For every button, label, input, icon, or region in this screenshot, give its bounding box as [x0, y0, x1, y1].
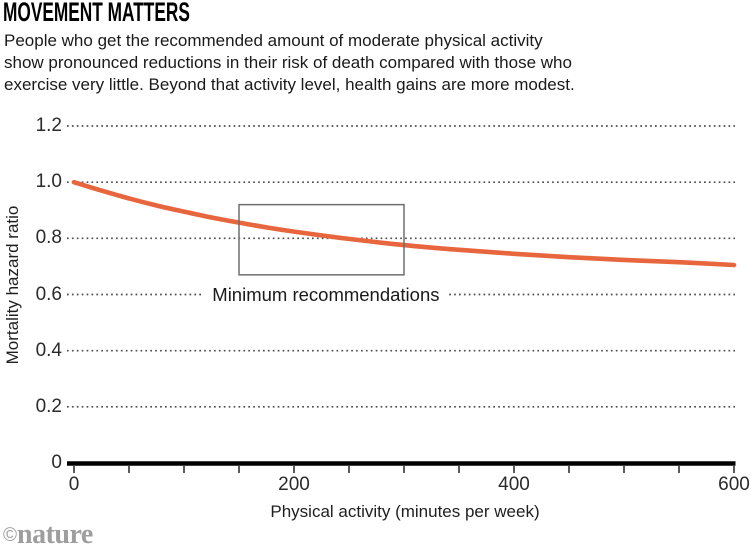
- x-tick-label: 200: [278, 474, 310, 495]
- copyright-icon: ©: [3, 525, 17, 546]
- y-tick-label: 0.4: [35, 339, 62, 361]
- y-tick-label: 1.0: [35, 171, 62, 193]
- y-tick-label: 1.2: [35, 115, 62, 136]
- nature-logo: ©nature: [3, 519, 93, 551]
- x-tick-label: 400: [498, 474, 530, 495]
- x-tick-label: 0: [68, 474, 80, 495]
- x-axis-title: Physical activity (minutes per week): [270, 502, 540, 521]
- y-tick-label: 0: [51, 452, 62, 473]
- x-tick-label: 600: [718, 474, 750, 495]
- annotation-label: Minimum recommendations: [203, 284, 449, 305]
- page-title: MOVEMENT MATTERS: [3, 0, 190, 27]
- y-tick-label: 0.2: [35, 395, 62, 417]
- recommendation-box: [238, 203, 405, 276]
- hazard-ratio-curve: [71, 179, 737, 268]
- chart-description: People who get the recommended amount of…: [4, 31, 575, 94]
- brand-name: nature: [17, 519, 93, 550]
- y-tick-label: 0.8: [35, 227, 62, 249]
- y-tick-label: 0.6: [35, 283, 62, 305]
